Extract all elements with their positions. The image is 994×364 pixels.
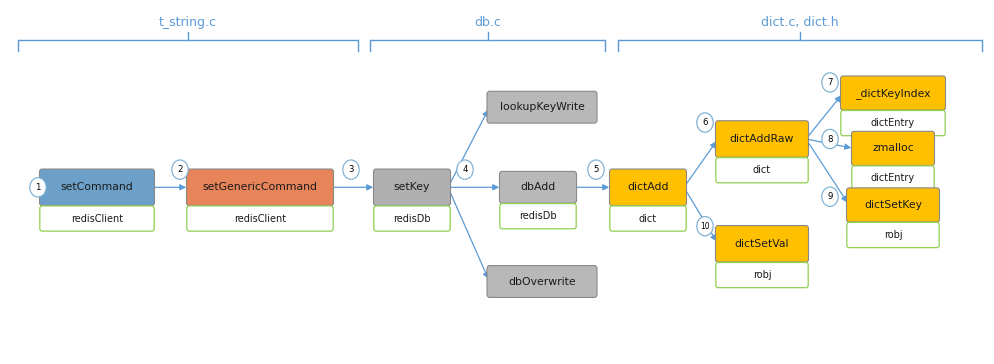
Text: dict: dict [752, 165, 770, 175]
Text: dict.c, dict.h: dict.c, dict.h [760, 16, 838, 29]
FancyBboxPatch shape [840, 76, 944, 110]
Text: setCommand: setCommand [61, 182, 133, 192]
Circle shape [172, 160, 188, 179]
Text: redisDb: redisDb [393, 214, 430, 223]
Text: robj: robj [883, 230, 902, 240]
FancyBboxPatch shape [499, 171, 576, 203]
FancyBboxPatch shape [715, 262, 807, 288]
FancyBboxPatch shape [609, 169, 686, 206]
Circle shape [821, 129, 837, 149]
Circle shape [696, 113, 713, 132]
Text: dictEntry: dictEntry [870, 118, 914, 128]
Text: setGenericCommand: setGenericCommand [203, 182, 317, 192]
FancyBboxPatch shape [373, 169, 450, 206]
Text: 3: 3 [348, 165, 354, 174]
Circle shape [343, 160, 359, 179]
Text: db.c: db.c [473, 16, 500, 29]
Text: dict: dict [638, 214, 656, 223]
Text: dbAdd: dbAdd [520, 182, 555, 192]
Text: 10: 10 [700, 222, 709, 231]
Text: redisDb: redisDb [519, 211, 557, 221]
Text: dictAdd: dictAdd [626, 182, 668, 192]
FancyBboxPatch shape [715, 226, 808, 262]
Text: setKey: setKey [394, 182, 429, 192]
Text: t_string.c: t_string.c [159, 16, 217, 29]
Text: dictSetKey: dictSetKey [863, 200, 921, 210]
FancyBboxPatch shape [187, 206, 333, 231]
Text: dbOverwrite: dbOverwrite [508, 277, 576, 286]
Text: zmalloc: zmalloc [872, 143, 912, 154]
Text: 1: 1 [35, 183, 41, 192]
Text: 7: 7 [826, 78, 832, 87]
Text: 8: 8 [826, 135, 832, 143]
FancyBboxPatch shape [374, 206, 449, 231]
Text: redisClient: redisClient [234, 214, 286, 223]
FancyBboxPatch shape [40, 206, 154, 231]
Text: 5: 5 [592, 165, 598, 174]
FancyBboxPatch shape [40, 169, 154, 206]
FancyBboxPatch shape [846, 222, 938, 248]
Circle shape [30, 178, 46, 197]
FancyBboxPatch shape [851, 131, 933, 166]
FancyBboxPatch shape [486, 266, 596, 297]
FancyBboxPatch shape [499, 203, 576, 229]
FancyBboxPatch shape [846, 188, 938, 222]
Circle shape [587, 160, 603, 179]
FancyBboxPatch shape [609, 206, 686, 231]
Text: 4: 4 [462, 165, 467, 174]
Text: dictAddRaw: dictAddRaw [729, 134, 793, 144]
Text: _dictKeyIndex: _dictKeyIndex [855, 88, 929, 99]
FancyBboxPatch shape [840, 111, 944, 136]
Text: dictEntry: dictEntry [870, 174, 914, 183]
Text: 9: 9 [826, 192, 832, 201]
Circle shape [821, 187, 837, 206]
Text: robj: robj [751, 270, 770, 280]
FancyBboxPatch shape [851, 166, 933, 191]
Circle shape [821, 73, 837, 92]
Text: dictSetVal: dictSetVal [734, 239, 788, 249]
FancyBboxPatch shape [186, 169, 333, 206]
Circle shape [696, 217, 713, 236]
Text: 2: 2 [177, 165, 183, 174]
Text: redisClient: redisClient [71, 214, 123, 223]
Text: lookupKeyWrite: lookupKeyWrite [499, 102, 583, 112]
FancyBboxPatch shape [715, 121, 808, 157]
FancyBboxPatch shape [715, 158, 807, 183]
Text: 6: 6 [702, 118, 707, 127]
Circle shape [456, 160, 473, 179]
FancyBboxPatch shape [486, 91, 596, 123]
